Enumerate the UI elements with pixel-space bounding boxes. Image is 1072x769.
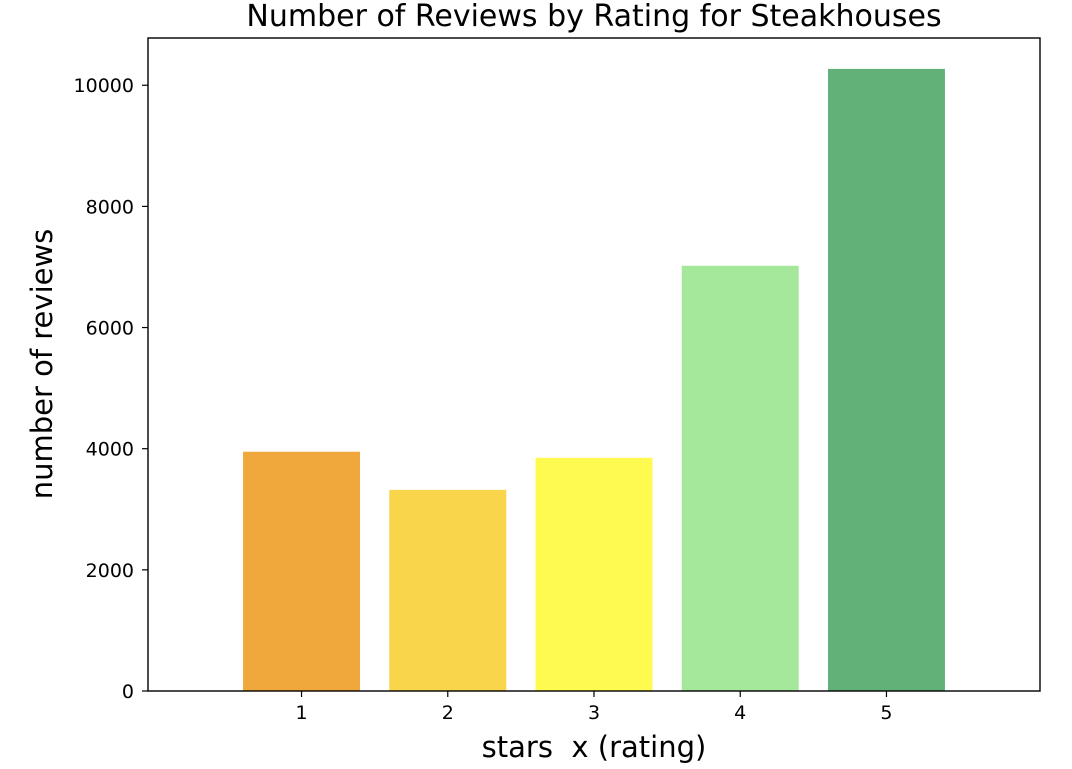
x-tick-label: 4 [734,702,746,724]
x-axis-label: stars x (rating) [482,730,707,764]
y-tick-label: 6000 [86,318,134,340]
x-tick-label: 1 [295,702,307,724]
y-axis-ticks: 0 2000 4000 6000 8000 10000 [74,75,148,703]
y-tick-label: 2000 [86,560,134,582]
bar-4 [681,265,799,691]
x-tick-label: 5 [880,702,892,724]
x-tick-label: 2 [442,702,454,724]
y-tick-label: 10000 [74,75,134,97]
y-tick-label: 0 [122,681,134,703]
bar-1 [243,451,361,691]
bar-5 [827,68,945,692]
bar-2 [389,489,507,691]
y-axis-label: number of reviews [25,229,59,500]
y-tick-label: 4000 [86,439,134,461]
x-tick-label: 3 [588,702,600,724]
bar-3 [535,457,653,691]
plot-frame [147,37,1041,692]
chart-title: Number of Reviews by Rating for Steakhou… [246,0,941,34]
y-tick-label: 8000 [86,196,134,218]
bars [243,68,945,692]
x-axis-ticks: 1 2 3 4 5 [295,691,893,724]
